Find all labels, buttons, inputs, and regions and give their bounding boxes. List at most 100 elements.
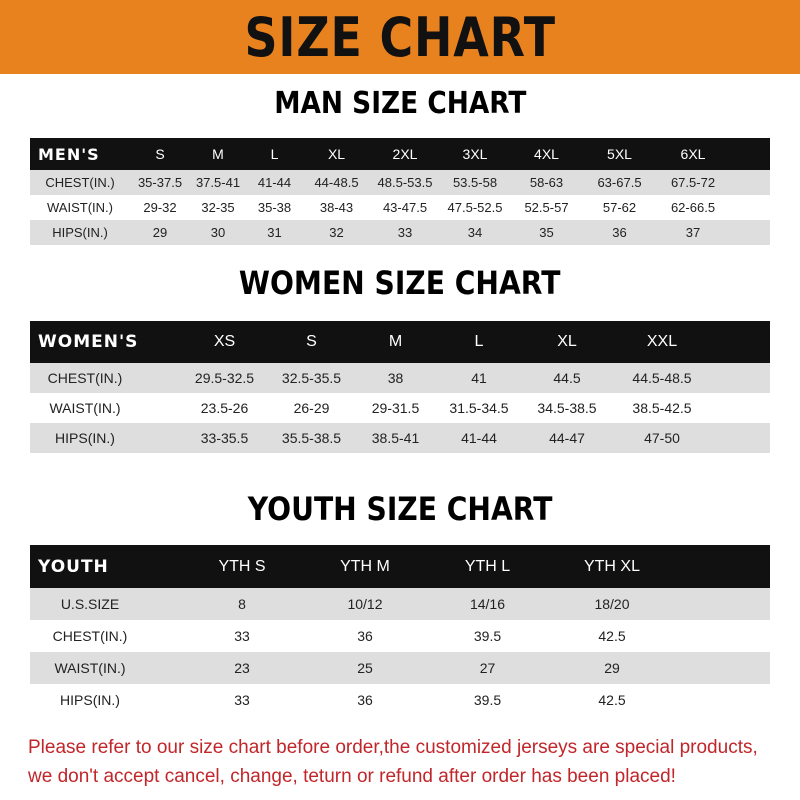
- header-row: YOUTH YTH S YTH M YTH L YTH XL: [30, 545, 770, 588]
- cell: 41: [471, 370, 487, 386]
- table-row: WAIST(IN.) 29-32 32-35 35-38 38-43 43-47.5 47.…: [30, 195, 770, 220]
- table-row: WAIST(IN.) 23 25 27 29: [30, 652, 770, 684]
- cell: 37: [685, 225, 701, 240]
- women-size-table: WOMEN'S XS S M L XL XXL CHEST(IN.) 29.5-32.5 32.5…: [30, 321, 770, 453]
- cell: 35-38: [257, 200, 292, 215]
- cell: 10/12: [347, 596, 383, 612]
- cell: 38: [387, 370, 404, 386]
- men-title: MAN SIZE CHART: [273, 86, 527, 121]
- table-row: HIPS(IN.) 33 36 39.5 42.5: [30, 684, 770, 716]
- row-label: WAIST(IN.): [49, 400, 121, 416]
- size-header: S: [155, 146, 165, 162]
- cell: 33-35.5: [200, 430, 249, 446]
- cell: 62-66.5: [670, 200, 716, 215]
- cell: 47-50: [644, 430, 680, 446]
- table-row: U.S.SIZE 8 10/12 14/16 18/20: [30, 588, 770, 620]
- row-label: WAIST(IN.): [54, 660, 126, 676]
- cell: 44.5: [553, 370, 581, 386]
- youth-size-table: YOUTH YTH S YTH M YTH L YTH XL U.S.SIZE 8 10/12…: [30, 545, 770, 716]
- cell: 37.5-41: [195, 175, 241, 190]
- cell: 44-47: [549, 430, 585, 446]
- cell: 33: [397, 225, 413, 240]
- cell: 31.5-34.5: [449, 400, 509, 416]
- size-header: 4XL: [534, 146, 559, 162]
- cell: 31: [267, 225, 282, 240]
- size-header: XS: [213, 333, 236, 350]
- table-row: CHEST(IN.) 29.5-32.5 32.5-35.5 38 41 44.5 44.5…: [30, 363, 770, 393]
- order-notice: Please refer to our size chart before or…: [28, 733, 788, 791]
- table-row: CHEST(IN.) 35-37.5 37.5-41 41-44 44-48.5 48.5…: [30, 170, 770, 195]
- table-row: HIPS(IN.) 29 30 31 32 33 34 35 36 37: [30, 220, 770, 245]
- cell: 23.5-26: [200, 400, 249, 416]
- cell: 18/20: [594, 596, 630, 612]
- size-header: 3XL: [462, 146, 488, 162]
- cell: 52.5-57: [524, 200, 569, 215]
- row-label: CHEST(IN.): [47, 370, 123, 386]
- cell: 57-62: [602, 200, 637, 215]
- size-header: S: [306, 333, 317, 350]
- header-row: WOMEN'S XS S M L XL XXL: [30, 321, 770, 363]
- size-header: XL: [557, 333, 577, 350]
- row-label: U.S.SIZE: [60, 596, 120, 612]
- cell: 29-31.5: [371, 400, 420, 416]
- notice-line-1: Please refer to our size chart before or…: [28, 737, 758, 758]
- cell: 32: [329, 225, 344, 240]
- notice-line-2: we don't accept cancel, change, teturn o…: [28, 766, 676, 787]
- size-header: YTH M: [340, 557, 390, 575]
- cell: 14/16: [469, 596, 506, 612]
- cell: 35.5-38.5: [281, 430, 342, 446]
- row-label: HIPS(IN.): [60, 692, 120, 708]
- table-label: YOUTH: [38, 556, 109, 577]
- size-header: YTH S: [218, 557, 266, 575]
- banner-title: SIZE CHART: [244, 5, 556, 69]
- women-title: WOMEN SIZE CHART: [239, 264, 561, 302]
- cell: 53.5-58: [452, 175, 498, 190]
- size-header: XL: [327, 146, 346, 162]
- row-label: HIPS(IN.): [55, 430, 115, 446]
- cell: 35-37.5: [137, 175, 183, 190]
- header-row: MEN'S S M L XL 2XL 3XL 4XL 5XL 6XL: [30, 138, 770, 170]
- cell: 42.5: [598, 628, 626, 644]
- cell: 39.5: [473, 628, 502, 644]
- cell: 29: [604, 660, 620, 676]
- cell: 34: [467, 225, 483, 240]
- cell: 33: [234, 692, 250, 708]
- youth-title: YOUTH SIZE CHART: [247, 490, 553, 528]
- table-label: MEN'S: [38, 144, 100, 164]
- size-header: L: [474, 333, 484, 350]
- cell: 29.5-32.5: [194, 370, 255, 386]
- size-header: YTH L: [464, 557, 511, 575]
- cell: 38-43: [319, 200, 354, 215]
- table-label: WOMEN'S: [38, 332, 139, 352]
- cell: 41-44: [257, 175, 292, 190]
- cell: 41-44: [461, 430, 497, 446]
- cell: 42.5: [598, 692, 626, 708]
- row-label: WAIST(IN.): [47, 200, 113, 215]
- cell: 30: [210, 225, 226, 240]
- size-header: M: [388, 333, 403, 350]
- cell: 36: [357, 628, 373, 644]
- cell: 47.5-52.5: [447, 200, 503, 215]
- cell: 25: [357, 660, 373, 676]
- cell: 44.5-48.5: [632, 370, 692, 386]
- size-header: 2XL: [392, 146, 418, 162]
- cell: 38.5-42.5: [632, 400, 692, 416]
- cell: 29-32: [143, 200, 177, 215]
- cell: 29: [152, 225, 168, 240]
- row-label: HIPS(IN.): [52, 225, 108, 240]
- table-row: HIPS(IN.) 33-35.5 35.5-38.5 38.5-41 41-44 44-…: [30, 423, 770, 453]
- cell: 32.5-35.5: [281, 370, 342, 386]
- size-header: 5XL: [607, 146, 632, 162]
- cell: 36: [612, 225, 627, 240]
- cell: 33: [234, 628, 250, 644]
- table-row: WAIST(IN.) 23.5-26 26-29 29-31.5 31.5-34.5 34…: [30, 393, 770, 423]
- row-label: CHEST(IN.): [45, 175, 115, 190]
- cell: 39.5: [473, 692, 502, 708]
- cell: 35: [539, 225, 554, 240]
- row-label: CHEST(IN.): [52, 628, 128, 644]
- cell: 63-67.5: [597, 175, 642, 190]
- cell: 34.5-38.5: [537, 400, 597, 416]
- cell: 44-48.5: [314, 175, 359, 190]
- cell: 48.5-53.5: [377, 175, 433, 190]
- size-header: L: [270, 146, 279, 162]
